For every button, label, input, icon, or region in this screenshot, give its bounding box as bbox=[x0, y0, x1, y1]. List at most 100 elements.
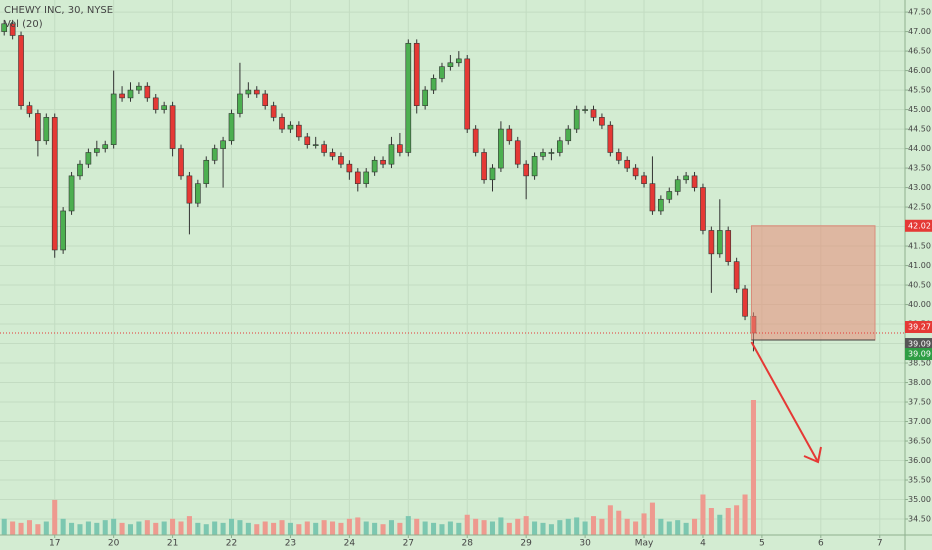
volume-bar bbox=[616, 510, 622, 535]
candle-body bbox=[666, 191, 673, 200]
volume-bar bbox=[414, 518, 420, 535]
candle-body bbox=[161, 105, 167, 110]
candle-body bbox=[211, 148, 218, 161]
volume-bar bbox=[245, 522, 251, 535]
candle-body bbox=[615, 152, 622, 161]
volume-bar bbox=[153, 522, 159, 535]
candle-body bbox=[506, 128, 513, 142]
price-label-bg bbox=[905, 348, 932, 361]
volume-bar bbox=[203, 524, 209, 535]
y-tick-label: 45.00 bbox=[908, 105, 931, 114]
candle-body bbox=[557, 140, 563, 153]
volume-bar bbox=[742, 494, 748, 535]
volume-bar bbox=[565, 518, 571, 535]
volume-bar bbox=[473, 518, 479, 535]
candle-body bbox=[26, 105, 33, 114]
candle-body bbox=[321, 144, 327, 153]
candle-body bbox=[203, 159, 210, 184]
candle-body bbox=[632, 167, 639, 177]
volume-bar bbox=[77, 524, 83, 535]
volume-bar bbox=[1, 518, 7, 535]
candle-body bbox=[9, 23, 16, 36]
volume-bar bbox=[574, 517, 580, 535]
candle-body bbox=[253, 89, 260, 95]
volume-bar bbox=[10, 521, 16, 535]
volume-bar bbox=[195, 522, 201, 535]
candle-body bbox=[658, 198, 664, 212]
y-tick-label: 47.50 bbox=[908, 8, 931, 17]
candle-body bbox=[498, 128, 504, 169]
volume-bar bbox=[178, 521, 184, 535]
volume-bar bbox=[338, 522, 344, 535]
candle-body bbox=[565, 128, 572, 142]
candle-body bbox=[262, 93, 269, 106]
x-tick-label: 27 bbox=[403, 539, 414, 549]
candle-body bbox=[152, 97, 159, 110]
candle-body bbox=[178, 148, 184, 177]
volume-bar bbox=[330, 521, 336, 535]
volume-bar bbox=[540, 522, 546, 535]
candle-body bbox=[43, 117, 50, 142]
candle-body bbox=[422, 89, 428, 106]
candle-body bbox=[329, 152, 336, 157]
candle-body bbox=[733, 261, 740, 290]
price-label: 42.02 bbox=[908, 221, 931, 230]
volume-bar bbox=[111, 518, 117, 535]
volume-bar bbox=[489, 521, 496, 535]
candle-body bbox=[439, 66, 445, 79]
volume-bar bbox=[464, 514, 470, 535]
volume-bar bbox=[220, 522, 226, 535]
candle-body bbox=[573, 109, 580, 130]
candle-body bbox=[472, 128, 479, 153]
candle-body bbox=[624, 159, 631, 169]
x-tick-label: 28 bbox=[462, 539, 474, 549]
y-tick-label: 44.00 bbox=[908, 144, 931, 153]
candle-body bbox=[85, 152, 92, 165]
volume-bar bbox=[355, 517, 361, 535]
volume-bar bbox=[506, 522, 512, 535]
volume-bar bbox=[313, 522, 319, 535]
candle-body bbox=[93, 148, 100, 153]
x-tick-label: 17 bbox=[49, 539, 60, 549]
candle-body bbox=[691, 175, 698, 188]
candle-body bbox=[599, 117, 605, 126]
candle-body bbox=[641, 175, 647, 184]
y-tick-label: 45.50 bbox=[908, 86, 931, 95]
candle-body bbox=[186, 175, 193, 204]
candle-body bbox=[725, 230, 732, 262]
y-tick-label: 43.00 bbox=[908, 183, 931, 192]
candle-body bbox=[363, 171, 370, 184]
arrow bbox=[750, 341, 819, 463]
volume-bar bbox=[633, 521, 639, 535]
candle-body bbox=[481, 152, 487, 181]
candle-body bbox=[380, 159, 386, 165]
candle-body bbox=[649, 183, 656, 212]
y-tick-label: 40.50 bbox=[908, 281, 931, 290]
volume-bar bbox=[700, 494, 706, 535]
volume-bar bbox=[102, 520, 108, 535]
candle-body bbox=[708, 230, 715, 255]
volume-bar bbox=[624, 518, 630, 535]
price-label: 39.09 bbox=[908, 340, 931, 349]
y-tick-label: 44.50 bbox=[908, 125, 931, 134]
candle-body bbox=[119, 93, 125, 99]
x-tick-label: 7 bbox=[877, 539, 883, 549]
volume-bar bbox=[262, 521, 268, 535]
volume-bar bbox=[372, 522, 378, 535]
x-tick-label: 4 bbox=[700, 539, 706, 549]
candle-body bbox=[287, 124, 294, 130]
candle-body bbox=[700, 187, 706, 231]
volume-bar bbox=[85, 521, 91, 535]
candle-body bbox=[127, 89, 134, 99]
volume-bar bbox=[279, 520, 285, 535]
volume-bar bbox=[296, 524, 302, 535]
candle-body bbox=[464, 58, 471, 130]
x-tick-label: 29 bbox=[520, 539, 532, 549]
volume-bar bbox=[481, 520, 487, 535]
candle-body bbox=[346, 163, 353, 173]
volume-bar bbox=[666, 521, 672, 535]
candle-body bbox=[514, 140, 521, 165]
candle-body bbox=[110, 93, 117, 145]
x-tick-label: 6 bbox=[818, 539, 824, 549]
